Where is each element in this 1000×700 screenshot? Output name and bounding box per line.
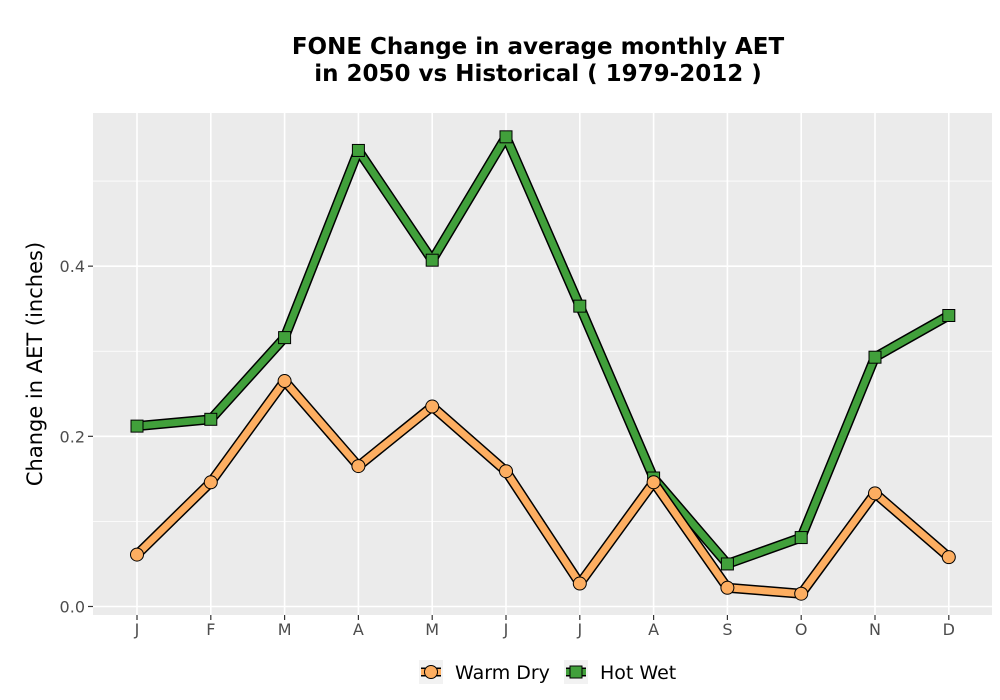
data-point	[573, 299, 587, 313]
data-point	[499, 130, 513, 144]
y-axis: 0.0 0.2 0.4	[60, 257, 93, 616]
x-tick-label: M	[425, 620, 439, 639]
x-tick-label: J	[576, 620, 582, 639]
x-tick-label: A	[353, 620, 364, 639]
data-point	[278, 331, 292, 345]
data-point	[130, 547, 144, 562]
x-tick-label: F	[206, 620, 215, 639]
data-point	[351, 459, 366, 474]
plot-panel	[93, 113, 992, 615]
legend-label: Hot Wet	[600, 662, 676, 684]
series-line	[133, 377, 953, 598]
data-point	[794, 531, 808, 545]
legend-key-marker	[424, 665, 438, 679]
x-tick-label: A	[648, 620, 659, 639]
data-point	[720, 557, 734, 571]
data-point	[425, 253, 439, 267]
chart-title-line-2: in 2050 vs Historical ( 1979-2012 )	[314, 61, 761, 87]
chart-title-line-1: FONE Change in average monthly AET	[292, 34, 785, 60]
data-point	[204, 412, 218, 426]
legend-key-marker	[569, 665, 583, 679]
data-point	[130, 419, 144, 433]
x-tick-label: S	[722, 620, 732, 639]
data-point	[942, 309, 956, 323]
data-point	[868, 350, 882, 364]
legend: Warm Dry Hot Wet	[419, 660, 676, 684]
x-tick-label: D	[943, 620, 955, 639]
grid	[93, 113, 992, 615]
data-point	[203, 475, 218, 490]
x-tick-label: N	[869, 620, 881, 639]
data-point	[941, 550, 956, 565]
legend-label: Warm Dry	[455, 662, 550, 684]
x-tick-label: M	[278, 620, 292, 639]
y-axis-label: Change in AET (inches)	[23, 242, 47, 486]
y-tick-label: 0.0	[60, 597, 85, 616]
data-point	[277, 374, 292, 389]
data-point	[794, 586, 809, 601]
series-layer	[130, 130, 956, 601]
data-point	[646, 475, 661, 490]
data-point	[868, 486, 882, 501]
y-tick-label: 0.2	[60, 427, 85, 446]
data-point	[572, 576, 587, 591]
data-point	[720, 580, 735, 595]
data-point	[499, 464, 513, 479]
x-tick-label: J	[134, 620, 140, 639]
y-tick-label: 0.4	[60, 257, 85, 276]
x-tick-label: O	[795, 620, 808, 639]
data-point	[351, 143, 365, 157]
data-point	[425, 399, 440, 414]
series-line	[133, 133, 953, 568]
x-tick-label: J	[503, 620, 509, 639]
